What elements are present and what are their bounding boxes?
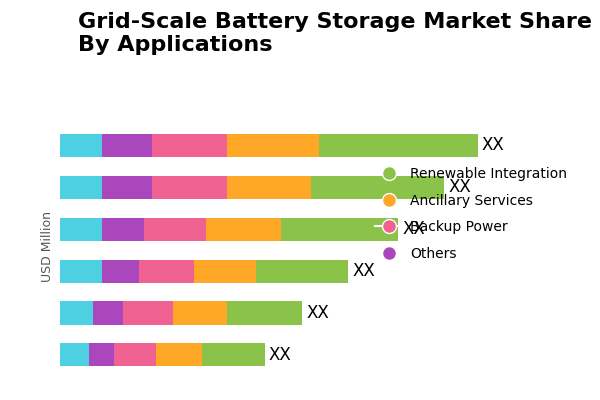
Text: XX: XX xyxy=(403,220,425,238)
Bar xyxy=(173,302,227,324)
Bar xyxy=(206,218,281,241)
Bar xyxy=(60,260,102,283)
Text: XX: XX xyxy=(307,304,329,322)
Bar xyxy=(256,260,348,283)
Bar xyxy=(114,343,156,366)
Bar xyxy=(156,343,202,366)
Bar xyxy=(152,176,227,199)
Bar xyxy=(60,302,94,324)
Text: Grid-Scale Battery Storage Market Share
By Applications: Grid-Scale Battery Storage Market Share … xyxy=(78,12,592,55)
Bar xyxy=(94,302,122,324)
Bar xyxy=(194,260,256,283)
Bar xyxy=(60,343,89,366)
Bar xyxy=(102,176,152,199)
Bar xyxy=(89,343,114,366)
Bar xyxy=(227,302,302,324)
Bar xyxy=(102,260,139,283)
Bar xyxy=(152,134,227,157)
Bar xyxy=(122,302,173,324)
Bar xyxy=(319,134,478,157)
Text: XX: XX xyxy=(482,136,505,154)
Bar xyxy=(139,260,194,283)
Bar xyxy=(102,218,143,241)
Bar xyxy=(311,176,444,199)
Bar xyxy=(143,218,206,241)
Text: XX: XX xyxy=(448,178,471,196)
Bar xyxy=(281,218,398,241)
Bar xyxy=(227,176,311,199)
Bar xyxy=(202,343,265,366)
Y-axis label: USD Million: USD Million xyxy=(41,210,55,282)
Text: XX: XX xyxy=(269,346,292,364)
Bar xyxy=(60,218,102,241)
Legend: Renewable Integration, Ancillary Services, Backup Power, Others: Renewable Integration, Ancillary Service… xyxy=(370,162,572,266)
Bar xyxy=(102,134,152,157)
Bar xyxy=(227,134,319,157)
Bar xyxy=(60,176,102,199)
Text: XX: XX xyxy=(352,262,375,280)
Bar xyxy=(60,134,102,157)
